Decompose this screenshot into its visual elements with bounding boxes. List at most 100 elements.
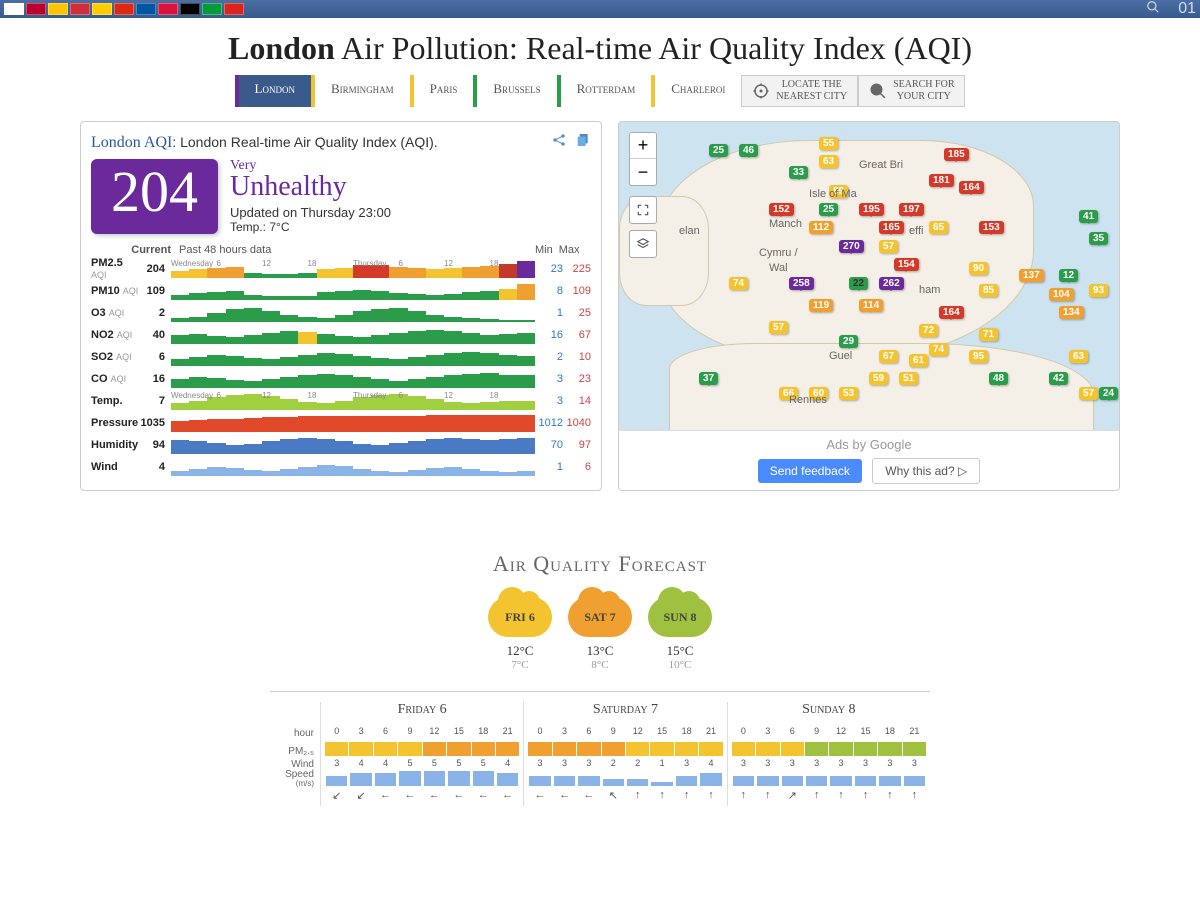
map-pin[interactable]: 74: [729, 277, 748, 290]
map-pin[interactable]: 85: [979, 284, 998, 297]
map-pin[interactable]: 63: [819, 155, 838, 168]
pollutant-row-wind: Wind416: [91, 456, 591, 478]
map-pin[interactable]: 57: [769, 321, 788, 334]
map-pin[interactable]: 154: [894, 258, 919, 271]
map-pin[interactable]: 37: [699, 372, 718, 385]
map-pin[interactable]: 63: [1069, 350, 1088, 363]
map-pin[interactable]: 25: [709, 144, 728, 157]
map-pin[interactable]: 42: [1049, 372, 1068, 385]
flag-icon[interactable]: [48, 3, 68, 15]
zoom-in-button[interactable]: +: [630, 133, 656, 159]
map-pin[interactable]: 164: [959, 181, 984, 194]
map-pin[interactable]: 51: [899, 372, 918, 385]
map-pin[interactable]: 185: [944, 148, 969, 161]
map-pin[interactable]: 258: [789, 277, 814, 290]
top-search-icon[interactable]: [1146, 0, 1160, 19]
send-feedback-button[interactable]: Send feedback: [758, 459, 862, 483]
pollutant-row-pm10: PM10 AQI1098109: [91, 280, 591, 302]
flag-icon[interactable]: [136, 3, 156, 15]
hourly-day: Sunday 803691215182133333333↑↑↗↑↑↑↑↑: [727, 702, 930, 806]
map-pin[interactable]: 71: [979, 328, 998, 341]
forecast-days: FRI 612°C7°CSAT 713°C8°CSUN 815°C10°C: [0, 597, 1200, 671]
locate-button[interactable]: LOCATE THENEAREST CITY: [741, 75, 858, 107]
flag-icon[interactable]: [180, 3, 200, 15]
map-pin[interactable]: 153: [979, 221, 1004, 234]
share-icon[interactable]: [551, 132, 567, 153]
flag-icon[interactable]: [158, 3, 178, 15]
why-this-ad-button[interactable]: Why this ad? ▷: [872, 458, 980, 484]
map-pin[interactable]: 262: [879, 277, 904, 290]
map-place-label: Wal: [769, 262, 788, 274]
map-pin[interactable]: 137: [1019, 269, 1044, 282]
city-tab-charleroi[interactable]: Charleroi: [651, 75, 741, 107]
aqi-city-link[interactable]: London AQI: [91, 134, 172, 151]
map-pin[interactable]: 112: [809, 221, 833, 234]
map-pin[interactable]: 104: [1049, 288, 1074, 301]
map-pin[interactable]: 165: [879, 221, 904, 234]
copy-icon[interactable]: [575, 132, 591, 153]
map-pin[interactable]: 181: [929, 174, 954, 187]
aqi-updated: Updated on Thursday 23:00: [230, 205, 391, 220]
aqi-header-title: London AQI: London Real-time Air Quality…: [91, 134, 438, 152]
search-city-button[interactable]: SEARCH FORYOUR CITY: [858, 75, 965, 107]
map-pin[interactable]: 93: [1089, 284, 1108, 297]
map-pin[interactable]: 114: [859, 299, 883, 312]
map-pin[interactable]: 35: [1089, 232, 1108, 245]
map-pin[interactable]: 152: [769, 203, 794, 216]
city-tab-paris[interactable]: Paris: [410, 75, 474, 107]
city-tab-rotterdam[interactable]: Rotterdam: [557, 75, 652, 107]
map-pin[interactable]: 55: [819, 137, 838, 150]
map-pin[interactable]: 90: [969, 262, 988, 275]
map-place-label: elan: [679, 225, 700, 237]
aqi-status: Very Unhealthy: [230, 159, 391, 201]
map-pin[interactable]: 195: [859, 203, 884, 216]
map-pin[interactable]: 46: [739, 144, 758, 157]
map-pin[interactable]: 65: [929, 221, 948, 234]
map-pin[interactable]: 25: [819, 203, 838, 216]
map-pin[interactable]: 74: [929, 343, 948, 356]
map-pin[interactable]: 57: [879, 240, 898, 253]
zoom-out-button[interactable]: −: [630, 159, 656, 185]
map-pin[interactable]: 134: [1059, 306, 1084, 319]
map-pin[interactable]: 57: [1079, 387, 1098, 400]
flag-icon[interactable]: [92, 3, 112, 15]
map-place-label: Rennes: [789, 394, 827, 406]
map-pin[interactable]: 12: [1059, 269, 1078, 282]
map-pin[interactable]: 197: [899, 203, 924, 216]
fullscreen-button[interactable]: [629, 196, 657, 224]
map-pin[interactable]: 41: [1079, 210, 1098, 223]
aqi-temp: Temp.: 7°C: [230, 220, 391, 234]
forecast-section: Air Quality Forecast FRI 612°C7°CSAT 713…: [0, 551, 1200, 806]
map-pin[interactable]: 95: [969, 350, 988, 363]
map-pin[interactable]: 119: [809, 299, 833, 312]
pollutant-row-no2: NO2 AQI401667: [91, 324, 591, 346]
map-pin[interactable]: 53: [839, 387, 858, 400]
map-pin[interactable]: 48: [989, 372, 1008, 385]
flag-icon[interactable]: [70, 3, 90, 15]
layers-button[interactable]: [629, 230, 657, 258]
map-pin[interactable]: 29: [839, 335, 858, 348]
map-pin[interactable]: 22: [849, 277, 868, 290]
flag-icon[interactable]: [224, 3, 244, 15]
map-pin[interactable]: 72: [919, 324, 938, 337]
flag-icon[interactable]: [4, 3, 24, 15]
map-pin[interactable]: 164: [939, 306, 964, 319]
pollutant-row-pm2.5: PM2.5 AQI204Wednesday61218Thursday612182…: [91, 258, 591, 280]
city-tab-birmingham[interactable]: Birmingham: [311, 75, 410, 107]
map-pin[interactable]: 67: [879, 350, 898, 363]
map-place-label: Guel: [829, 350, 852, 362]
city-tab-london[interactable]: London: [235, 75, 311, 107]
flag-icon[interactable]: [114, 3, 134, 15]
map-pin[interactable]: 61: [909, 354, 928, 367]
flag-icon[interactable]: [26, 3, 46, 15]
map-pin[interactable]: 270: [839, 240, 864, 253]
flag-icon[interactable]: [202, 3, 222, 15]
city-tab-brussels[interactable]: Brussels: [473, 75, 556, 107]
map-place-label: Cymru /: [759, 247, 798, 259]
map-pin[interactable]: 24: [1099, 387, 1118, 400]
map-pin[interactable]: 33: [789, 166, 808, 179]
top-bar: 01: [0, 0, 1200, 18]
map-panel[interactable]: + − 254655631853318189164152251951971121…: [618, 121, 1120, 491]
map-pin[interactable]: 59: [869, 372, 888, 385]
forecast-day: FRI 612°C7°C: [488, 597, 552, 671]
